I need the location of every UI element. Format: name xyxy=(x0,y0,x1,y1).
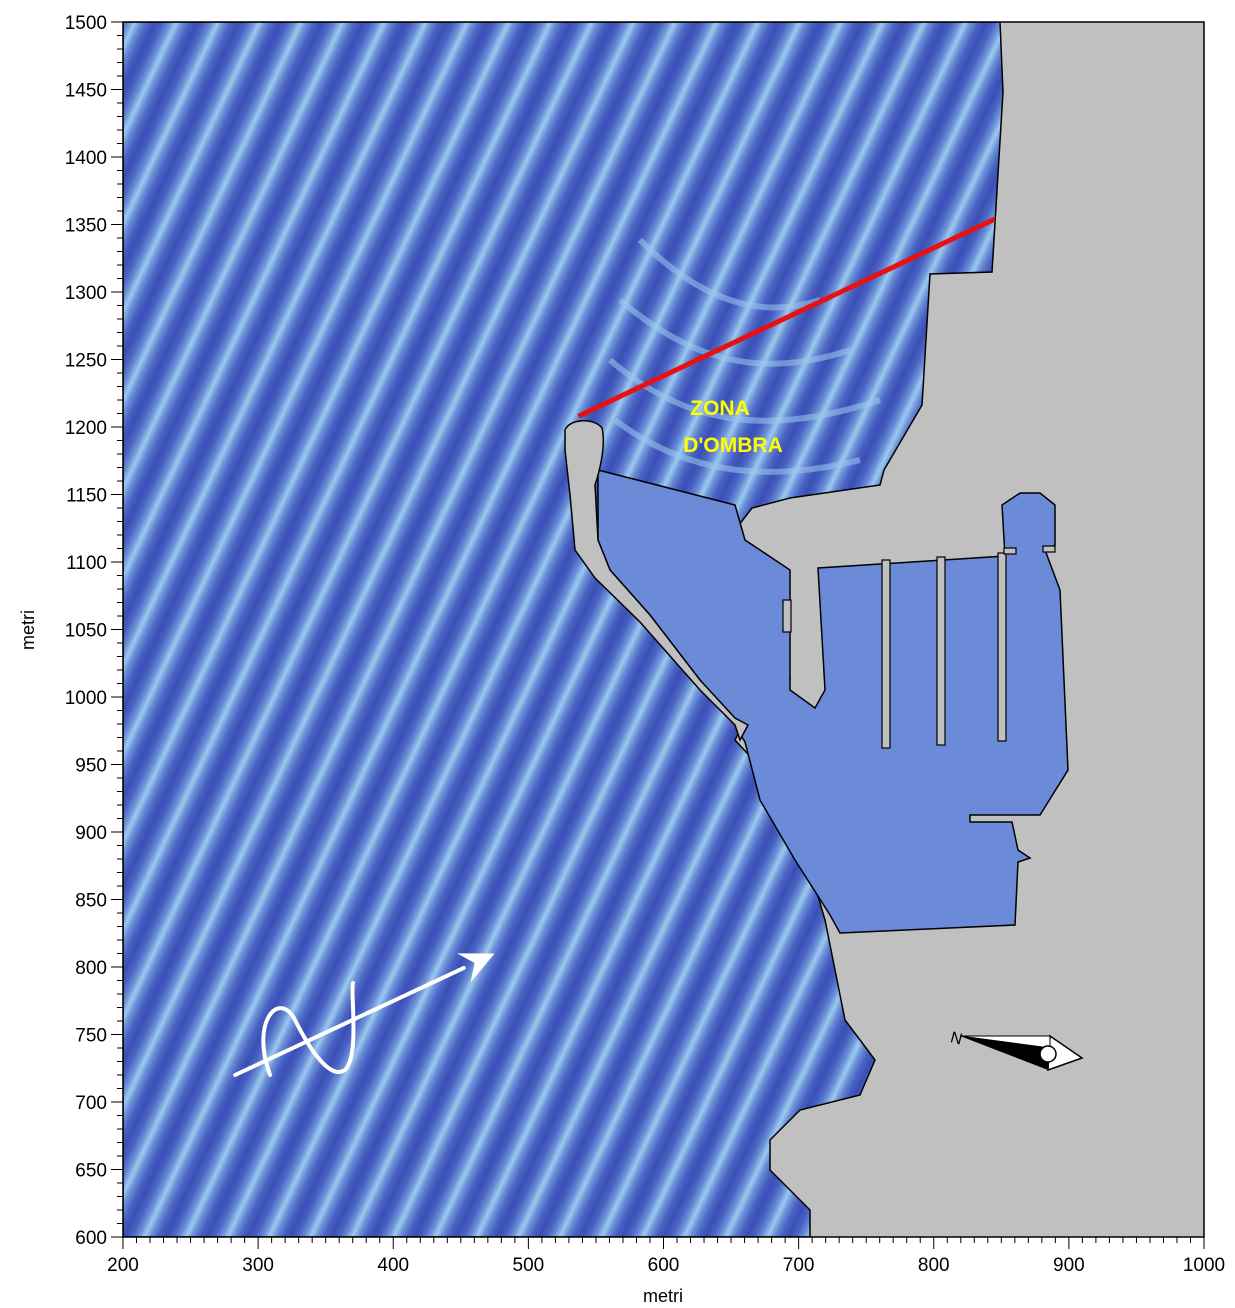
y-tick-label: 1450 xyxy=(65,81,107,102)
x-tick-label: 1000 xyxy=(1183,1255,1225,1276)
y-tick-label: 750 xyxy=(75,1026,107,1047)
north-label: N xyxy=(948,1029,964,1048)
y-axis: 600 650 700 750 800 850 900 950 1000 1050 1100 1150… xyxy=(65,13,123,1249)
shadow-zone-label-line2: D'OMBRA xyxy=(683,434,782,457)
y-tick-label: 650 xyxy=(75,1161,107,1182)
shadow-zone-boundary xyxy=(577,216,996,419)
x-tick-label: 700 xyxy=(783,1255,815,1276)
arrow-with-sine-wave-icon xyxy=(233,965,466,1077)
breakwater xyxy=(564,420,750,742)
x-tick-label: 900 xyxy=(1053,1255,1085,1276)
x-tick-label: 800 xyxy=(918,1255,950,1276)
x-tick-label: 300 xyxy=(242,1255,274,1276)
x-tick-label: 200 xyxy=(107,1255,139,1276)
north-arrow-icon: N xyxy=(948,1029,1084,1072)
y-tick-label: 950 xyxy=(75,756,107,777)
y-tick-label: 1350 xyxy=(65,216,107,237)
y-tick-label: 700 xyxy=(75,1093,107,1114)
y-tick-label: 850 xyxy=(75,891,107,912)
y-tick-label: 1200 xyxy=(65,418,107,439)
x-axis: 200 300 400 500 600 700 800 900 1000 xyxy=(107,1237,1225,1276)
y-tick-label: 1000 xyxy=(65,688,107,709)
y-tick-label: 1250 xyxy=(65,351,107,372)
y-tick-label: 1100 xyxy=(66,553,107,574)
y-tick-label: 1500 xyxy=(65,13,107,34)
y-axis-title: metri xyxy=(18,610,38,650)
harbor-basin xyxy=(597,469,1069,934)
diffracted-crests xyxy=(608,237,881,475)
x-tick-label: 600 xyxy=(648,1255,680,1276)
shadow-zone-label-line1: ZONA xyxy=(690,397,750,420)
y-tick-label: 900 xyxy=(75,823,107,844)
x-axis-title: metri xyxy=(643,1286,683,1306)
harbor-piers xyxy=(782,545,1056,749)
y-tick-label: 600 xyxy=(75,1228,107,1249)
x-tick-label: 500 xyxy=(513,1255,545,1276)
y-tick-label: 1300 xyxy=(65,283,107,304)
x-tick-label: 400 xyxy=(377,1255,409,1276)
y-tick-label: 1050 xyxy=(65,621,107,642)
y-tick-label: 1150 xyxy=(66,486,107,507)
wave-direction-arrow xyxy=(233,965,466,1077)
wave-direction-arrowhead xyxy=(457,953,495,983)
y-tick-label: 800 xyxy=(75,958,107,979)
y-tick-label: 1400 xyxy=(65,148,107,169)
